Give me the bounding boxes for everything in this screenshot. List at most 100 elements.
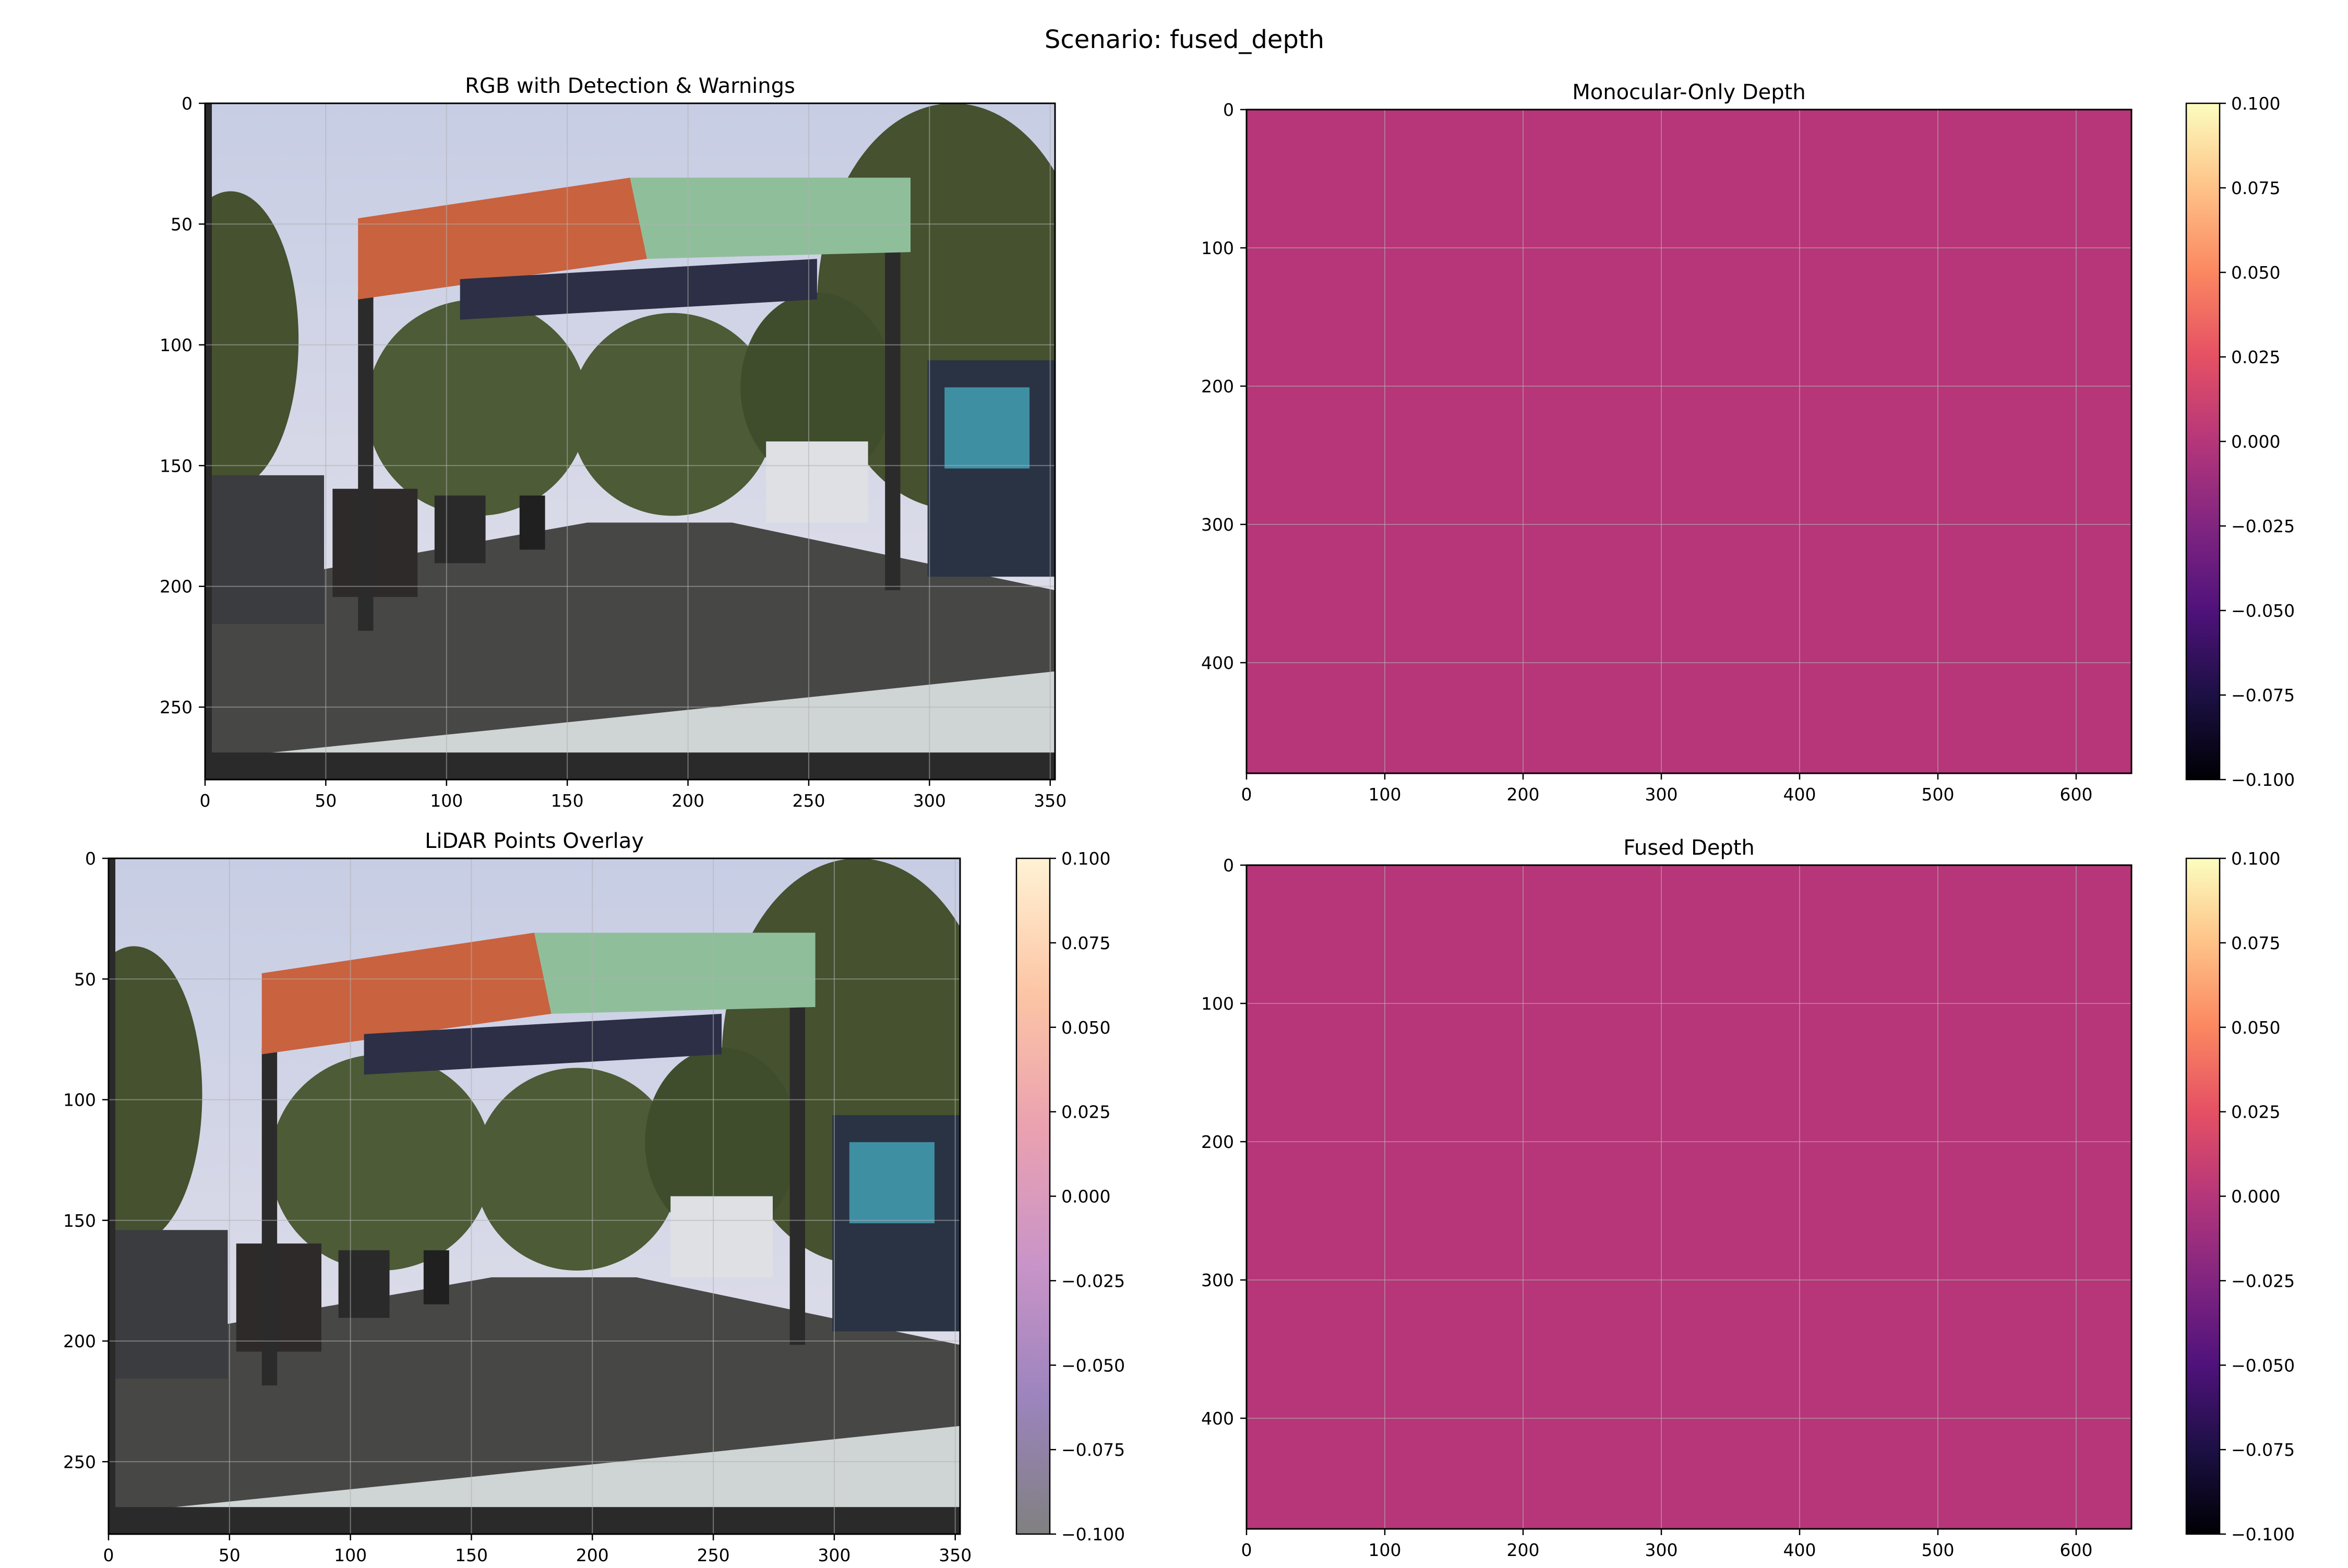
colorbar-tick-label: 0.000: [1061, 1187, 1110, 1207]
billboard-orange: [358, 177, 648, 300]
y-tick-label: 150: [63, 1211, 96, 1231]
tree-canopy: [366, 299, 588, 516]
x-tick-label: 200: [1507, 784, 1540, 805]
colorbar-tick-label: 0.025: [2231, 347, 2280, 367]
subplot-title: Monocular-Only Depth: [1572, 80, 1805, 104]
bus: [670, 1196, 773, 1277]
y-tick-label: 200: [1201, 1132, 1234, 1152]
x-tick-label: 300: [1645, 784, 1678, 805]
figure-suptitle: Scenario: fused_depth: [1045, 25, 1324, 54]
axes-frame: [1245, 864, 2133, 1530]
y-tick-label: 100: [1201, 994, 1234, 1014]
y-tick-label: 300: [1201, 514, 1234, 535]
heatmap-cells: [1247, 865, 2131, 1529]
axes-frame: [204, 102, 1056, 781]
motorbike: [423, 1250, 449, 1304]
y-tick-label: 400: [1201, 1408, 1234, 1429]
subplot-title: LiDAR Points Overlay: [425, 829, 644, 853]
y-tick-label: 250: [63, 1452, 96, 1472]
colorbar-tick-label: −0.100: [2231, 770, 2295, 790]
x-tick-label: 200: [672, 791, 704, 811]
colorbar-tick-label: −0.025: [2231, 516, 2295, 536]
colorbar-tick-label: 0.075: [2231, 933, 2280, 953]
tree-canopy: [645, 1047, 798, 1237]
x-tick-label: 250: [792, 791, 825, 811]
tree-canopy: [205, 191, 299, 489]
y-tick-label: 0: [1223, 855, 1234, 876]
x-tick-label: 0: [200, 791, 211, 811]
x-tick-label: 0: [1241, 1540, 1252, 1560]
subplot-4: 0 100 200 300 400 500 600 0 100 200 300 400 Fused De…: [1201, 836, 2295, 1560]
y-tick-label: 100: [160, 335, 193, 355]
frame-edge: [109, 858, 116, 1534]
building-left: [205, 475, 325, 624]
x-tick-label: 200: [576, 1545, 609, 1565]
gate-pillar: [789, 1007, 805, 1345]
tree-canopy: [109, 946, 202, 1244]
dashboard-edge: [205, 752, 1055, 780]
x-tick-label: 50: [219, 1545, 241, 1565]
gate-pillar: [358, 292, 374, 631]
x-tick-label: 300: [913, 791, 946, 811]
x-tick-label: 250: [697, 1545, 730, 1565]
colorbar-tick-label: 0.100: [1061, 848, 1110, 869]
colorbar-tick-label: 0.025: [2231, 1102, 2280, 1122]
colorbar-tick-label: 0.000: [2231, 1187, 2280, 1207]
colorbar-tick-label: 0.075: [2231, 178, 2280, 198]
shop-sign-panel: [944, 387, 1030, 469]
x-tick-label: 100: [334, 1545, 367, 1565]
x-tick-label: 500: [1922, 1540, 1955, 1560]
axes-frame: [1245, 109, 2133, 774]
subplot-2: 0 100 200 300 400 500 600 0 100 200 300 400 Monocula…: [1201, 80, 2295, 805]
street-photo: [109, 858, 960, 1534]
y-tick-label: 200: [160, 577, 193, 597]
street-photo: [205, 103, 1055, 780]
x-tick-label: 50: [315, 791, 337, 811]
colorbar: 0.100 0.075 0.050 0.025 0.000 −0.025 −0.050 −0.…: [2185, 93, 2295, 790]
auto-rickshaw: [434, 495, 486, 564]
y-tick-label: 200: [1201, 376, 1234, 397]
gate-banner: [364, 1013, 722, 1075]
heatmap-cells: [1247, 110, 2131, 773]
x-tick-label: 400: [1783, 1540, 1816, 1560]
colorbar-tick-label: −0.025: [1061, 1271, 1125, 1291]
colorbar-gradient: [2185, 857, 2221, 1535]
billboard-green: [630, 177, 911, 259]
colorbar: 0.100 0.075 0.050 0.025 0.000 −0.025 −0.050 −0.…: [2185, 848, 2295, 1545]
subplot-title: RGB with Detection & Warnings: [465, 74, 795, 98]
y-tick-label: 100: [1201, 238, 1234, 258]
x-tick-label: 400: [1783, 784, 1816, 805]
subplot-1: 0 50 100 150 200 250 300 350 0 50 100 150 200 250 RGB …: [160, 74, 1067, 811]
bus: [766, 441, 868, 523]
x-tick-label: 300: [1645, 1540, 1678, 1560]
x-tick-label: 0: [1241, 784, 1252, 805]
x-tick-label: 100: [1369, 1540, 1401, 1560]
gate-banner: [460, 259, 817, 320]
colorbar-tick-label: −0.050: [2231, 1355, 2295, 1375]
colorbar-tick-label: −0.025: [2231, 1271, 2295, 1291]
y-tick-label: 50: [171, 214, 193, 234]
subplot-title: Fused Depth: [1623, 836, 1755, 860]
billboard-orange: [261, 932, 552, 1055]
colorbar-tick-label: 0.025: [1061, 1102, 1110, 1122]
colorbar-gradient: [2185, 102, 2221, 781]
auto-rickshaw: [332, 488, 418, 597]
y-tick-label: 250: [160, 697, 193, 717]
tree-canopy: [270, 1054, 492, 1271]
dashboard-edge: [109, 1507, 960, 1534]
y-tick-label: 100: [63, 1090, 96, 1110]
frame-edge: [205, 103, 212, 780]
y-tick-label: 400: [1201, 653, 1234, 673]
building-left: [109, 1230, 228, 1379]
x-tick-label: 150: [551, 791, 584, 811]
y-tick-label: 150: [160, 456, 193, 476]
y-tick-label: 300: [1201, 1270, 1234, 1290]
x-tick-label: 500: [1922, 784, 1955, 805]
motorbike: [519, 495, 545, 550]
x-tick-label: 0: [103, 1545, 114, 1565]
x-tick-label: 100: [430, 791, 463, 811]
y-tick-label: 200: [63, 1331, 96, 1351]
x-tick-label: 150: [455, 1545, 488, 1565]
x-tick-label: 600: [2060, 784, 2093, 805]
